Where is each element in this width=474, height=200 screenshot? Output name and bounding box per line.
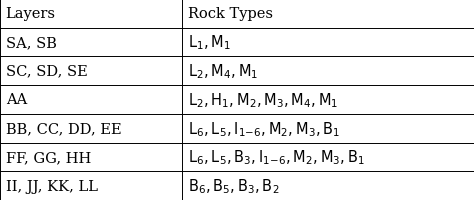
Text: Rock Types: Rock Types <box>188 7 273 21</box>
Text: BB, CC, DD, EE: BB, CC, DD, EE <box>6 122 121 136</box>
Text: II, JJ, KK, LL: II, JJ, KK, LL <box>6 179 98 193</box>
Text: SA, SB: SA, SB <box>6 36 56 50</box>
Text: $\mathrm{L_2, H_1, M_2, M_3, M_4, M_1}$: $\mathrm{L_2, H_1, M_2, M_3, M_4, M_1}$ <box>188 91 338 109</box>
Text: $\mathrm{L_6, L_5, I_{1\!-\!6}, M_2, M_3, B_1}$: $\mathrm{L_6, L_5, I_{1\!-\!6}, M_2, M_3… <box>188 119 340 138</box>
Text: $\mathrm{L_1, M_1}$: $\mathrm{L_1, M_1}$ <box>188 34 231 52</box>
Text: $\mathrm{B_6, B_5, B_3, B_2}$: $\mathrm{B_6, B_5, B_3, B_2}$ <box>188 176 280 195</box>
Text: $\mathrm{L_6, L_5, B_3, I_{1\!-\!6}, M_2, M_3, B_1}$: $\mathrm{L_6, L_5, B_3, I_{1\!-\!6}, M_2… <box>188 148 365 166</box>
Text: $\mathrm{L_2, M_4, M_1}$: $\mathrm{L_2, M_4, M_1}$ <box>188 62 258 81</box>
Text: SC, SD, SE: SC, SD, SE <box>6 64 87 78</box>
Text: FF, GG, HH: FF, GG, HH <box>6 150 91 164</box>
Text: Layers: Layers <box>6 7 55 21</box>
Text: AA: AA <box>6 93 27 107</box>
